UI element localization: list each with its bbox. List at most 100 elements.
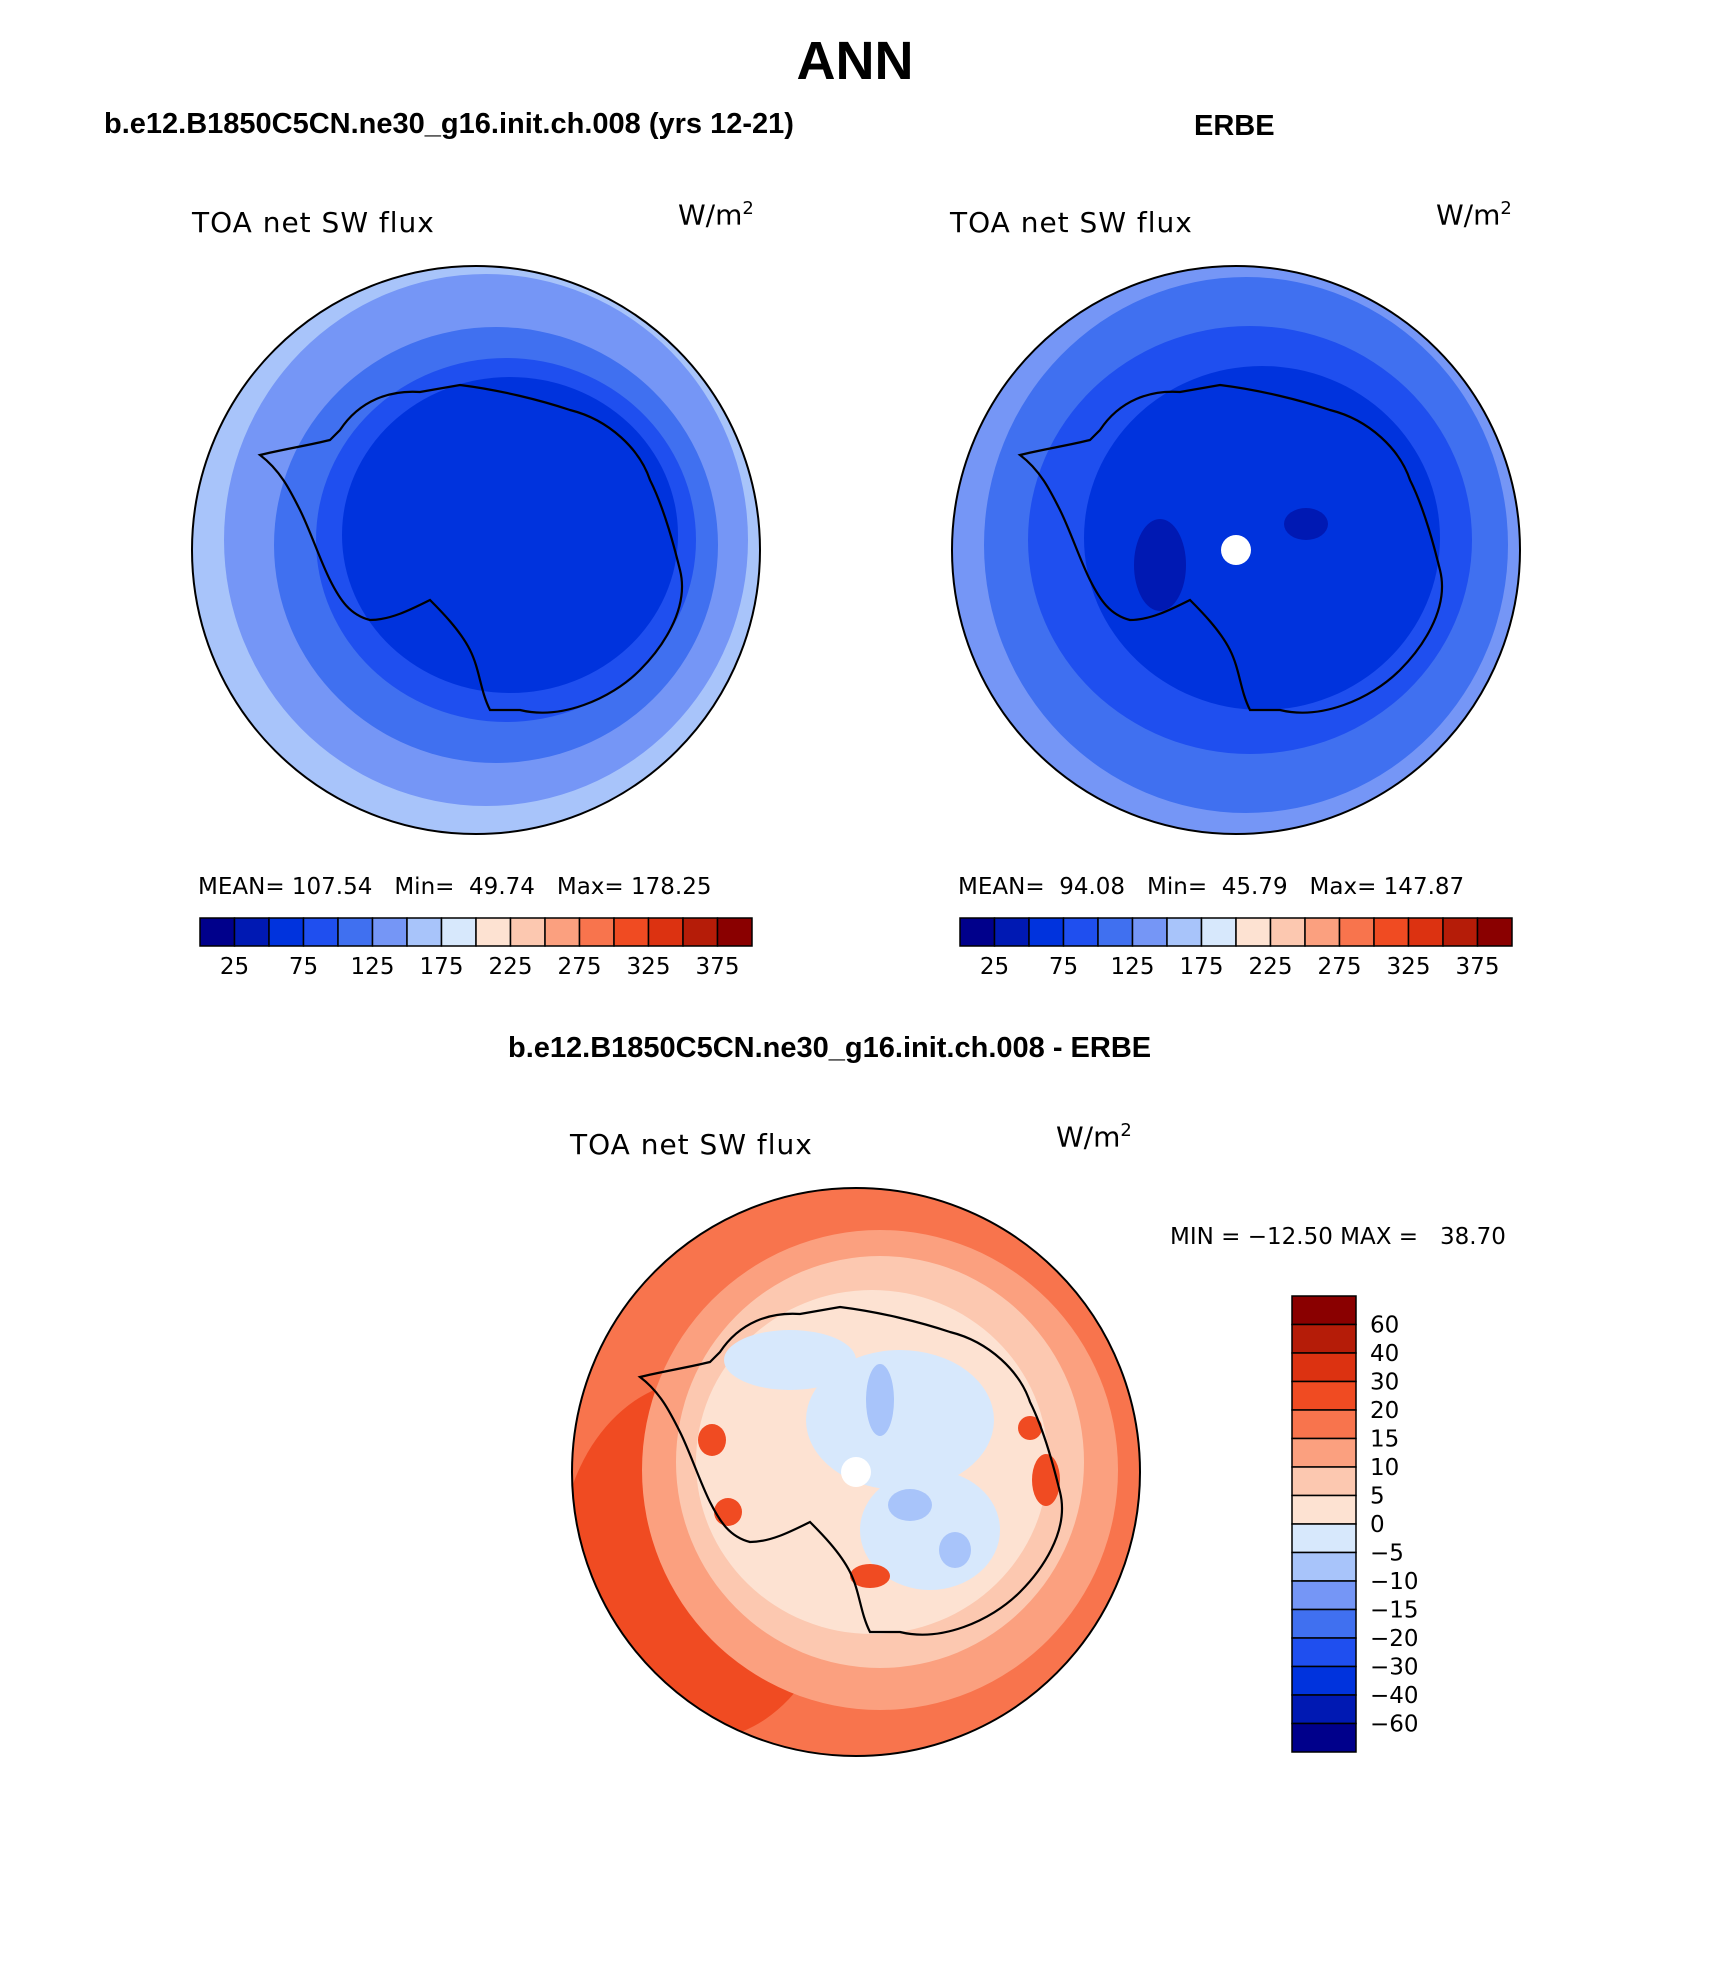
model-colorbar-tick-label: 125 [351, 954, 395, 980]
diff-colorbar-tick-label: −30 [1370, 1655, 1419, 1681]
diff-colorbar-tick-label: 10 [1370, 1455, 1399, 1481]
model-colorbar-box [371, 917, 408, 947]
diff-colorbar-box [1291, 1551, 1357, 1582]
model-colorbar-box [268, 917, 305, 947]
obs-colorbar-tick-label: 75 [1049, 954, 1078, 980]
model-field-label: TOA net SW flux [192, 206, 435, 239]
obs-pole-gap [1221, 535, 1251, 565]
obs-colorbar-box [1131, 917, 1168, 947]
obs-units-label: W/m2 [1436, 198, 1512, 232]
model-colorbar-box [509, 917, 546, 947]
diff-colorbar-tick-label: 0 [1370, 1512, 1385, 1538]
diff-colorbar-tick-label: 15 [1370, 1427, 1399, 1453]
obs-colorbar-tick-label: 275 [1318, 954, 1362, 980]
obs-stats: MEAN= 94.08 Min= 45.79 Max= 147.87 [958, 874, 1465, 900]
model-colorbar-box [544, 917, 581, 947]
diff-units-label: W/m2 [1056, 1120, 1132, 1154]
diff-colorbar-box [1291, 1295, 1357, 1326]
diff-colorbar-box [1291, 1352, 1357, 1383]
model-colorbar-box [475, 917, 512, 947]
diff-colorbar-box [1291, 1722, 1357, 1753]
diff-colorbar-box [1291, 1580, 1357, 1611]
obs-colorbar-box [1304, 917, 1341, 947]
obs-map-border [951, 265, 1521, 835]
obs-panel-header: ERBE [1194, 110, 1275, 142]
diff-colorbar-tick-label: 5 [1370, 1484, 1385, 1510]
diff-colorbar-tick-label: −15 [1370, 1598, 1419, 1624]
diff-colorbar-tick-label: −60 [1370, 1712, 1419, 1738]
diff-map [571, 1187, 1141, 1757]
model-map-border [191, 265, 761, 835]
diff-colorbar-tick-label: −40 [1370, 1683, 1419, 1709]
model-colorbar-box [716, 917, 753, 947]
diff-pole-gap [841, 1457, 871, 1487]
model-colorbar-tick-label: 275 [558, 954, 602, 980]
model-map [191, 265, 761, 835]
obs-colorbar-tick-label: 225 [1249, 954, 1293, 980]
model-colorbar-box [199, 917, 236, 947]
diff-colorbar-box [1291, 1380, 1357, 1411]
model-colorbar-box [406, 917, 443, 947]
obs-colorbar-tick-label: 25 [980, 954, 1009, 980]
model-panel-header: b.e12.B1850C5CN.ne30_g16.init.ch.008 (yr… [104, 108, 794, 140]
model-colorbar-box [578, 917, 615, 947]
obs-colorbar-box [1028, 917, 1065, 947]
diff-colorbar-tick-label: −10 [1370, 1569, 1419, 1595]
diff-colorbar-tick-label: −20 [1370, 1626, 1419, 1652]
diff-colorbar-box [1291, 1694, 1357, 1725]
obs-colorbar-box [1476, 917, 1513, 947]
diff-colorbar-tick-label: 60 [1370, 1313, 1399, 1339]
figure-title: ANN [796, 31, 914, 91]
obs-colorbar-box [1269, 917, 1306, 947]
diff-colorbar-box [1291, 1409, 1357, 1440]
obs-colorbar: 25 75 125 175 225 275 325 375 [959, 917, 1513, 980]
model-colorbar-box [233, 917, 270, 947]
obs-colorbar-box [993, 917, 1030, 947]
model-colorbar-box [613, 917, 650, 947]
model-colorbar-box [440, 917, 477, 947]
obs-map [951, 265, 1521, 835]
obs-colorbar-tick-label: 375 [1456, 954, 1500, 980]
obs-field-label: TOA net SW flux [950, 206, 1193, 239]
model-colorbar-box [337, 917, 374, 947]
obs-colorbar-box [1097, 917, 1134, 947]
model-colorbar-tick-label: 75 [289, 954, 318, 980]
model-colorbar-box [647, 917, 684, 947]
diff-colorbar-box [1291, 1637, 1357, 1668]
obs-colorbar-box [1062, 917, 1099, 947]
diff-colorbar-tick-label: 40 [1370, 1341, 1399, 1367]
model-colorbar-tick-label: 225 [489, 954, 533, 980]
obs-colorbar-box [959, 917, 996, 947]
obs-colorbar-tick-label: 125 [1111, 954, 1155, 980]
diff-colorbar-tick-label: 20 [1370, 1398, 1399, 1424]
diff-colorbar-tick-label: −5 [1370, 1541, 1404, 1567]
model-stats: MEAN= 107.54 Min= 49.74 Max= 178.25 [198, 874, 712, 900]
model-units-label: W/m2 [678, 198, 754, 232]
obs-colorbar-box [1166, 917, 1203, 947]
obs-colorbar-tick-label: 175 [1180, 954, 1224, 980]
model-colorbar-tick-label: 375 [696, 954, 740, 980]
model-colorbar-tick-label: 325 [627, 954, 671, 980]
obs-colorbar-box [1407, 917, 1444, 947]
obs-colorbar-box [1442, 917, 1479, 947]
model-colorbar-tick-label: 25 [220, 954, 249, 980]
diff-colorbar-tick-label: 30 [1370, 1370, 1399, 1396]
diff-panel-header: b.e12.B1850C5CN.ne30_g16.init.ch.008 - E… [508, 1032, 1152, 1064]
obs-colorbar-tick-label: 325 [1387, 954, 1431, 980]
model-colorbar-tick-label: 175 [420, 954, 464, 980]
diff-colorbar-box [1291, 1665, 1357, 1696]
obs-colorbar-box [1200, 917, 1237, 947]
diff-map-border [571, 1187, 1141, 1757]
diff-colorbar-box [1291, 1437, 1357, 1468]
model-colorbar-box [302, 917, 339, 947]
diff-colorbar-box [1291, 1523, 1357, 1554]
model-colorbar: 25 75 125 175 225 275 325 375 [199, 917, 753, 980]
obs-colorbar-box [1235, 917, 1272, 947]
obs-colorbar-box [1338, 917, 1375, 947]
diff-colorbar-box [1291, 1494, 1357, 1525]
diff-stats: MIN = −12.50 MAX = 38.70 [1170, 1224, 1506, 1250]
diff-colorbar-box [1291, 1608, 1357, 1639]
model-colorbar-box [682, 917, 719, 947]
